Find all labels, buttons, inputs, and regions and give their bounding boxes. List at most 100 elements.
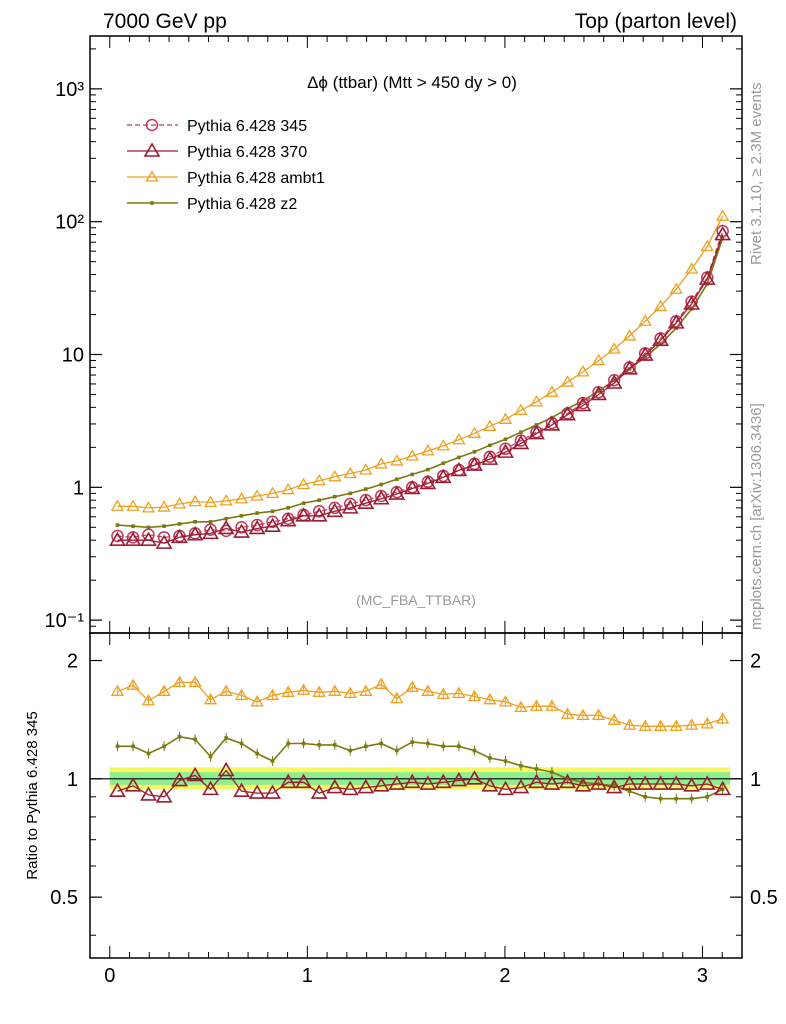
data-point <box>239 741 244 746</box>
data-point <box>208 519 213 524</box>
data-point <box>534 423 539 427</box>
y-tick-label: 10 <box>62 344 84 366</box>
data-point <box>328 684 342 696</box>
data-point <box>204 523 217 536</box>
data-point <box>472 748 477 753</box>
data-point <box>543 775 561 790</box>
data-point <box>341 780 359 796</box>
data-point <box>390 454 404 466</box>
data-point <box>110 684 125 696</box>
series-line-p345 <box>117 230 724 538</box>
data-point <box>233 523 250 538</box>
data-point <box>714 225 732 241</box>
data-point <box>607 342 621 354</box>
data-point <box>235 521 248 534</box>
data-point <box>172 675 187 687</box>
y-tick-label: 10⁻¹ <box>45 610 85 632</box>
header-process: Top (parton level) <box>575 10 737 33</box>
data-point <box>110 499 125 511</box>
legend: Pythia 6.428 345 Pythia 6.428 370 Pythia 6… <box>127 118 325 213</box>
data-point <box>111 529 124 543</box>
data-point <box>270 509 275 514</box>
data-point <box>250 695 264 707</box>
data-point <box>177 522 182 526</box>
data-point <box>317 743 321 747</box>
data-point <box>157 500 171 512</box>
y-tick-label-right: 2 <box>750 651 761 673</box>
data-point <box>514 700 528 713</box>
data-point <box>374 457 388 469</box>
data-point <box>357 494 375 509</box>
data-point <box>357 778 375 794</box>
data-point <box>395 477 399 482</box>
data-point <box>519 430 523 434</box>
data-point <box>658 796 663 801</box>
data-point <box>621 360 638 375</box>
data-point <box>450 771 468 787</box>
data-point <box>576 708 590 721</box>
data-point <box>652 775 669 790</box>
ratio-ylabel: Ratio to Pythia 6.428 345 <box>24 711 41 879</box>
header-collision: 7000 GeV pp <box>103 10 227 33</box>
legend-label: Pythia 6.428 370 <box>187 144 307 161</box>
data-point <box>364 487 368 491</box>
data-point <box>403 773 421 789</box>
data-point <box>472 450 477 454</box>
data-point <box>683 777 701 792</box>
data-point <box>217 761 235 777</box>
y-tick-label-right: 1 <box>750 769 761 791</box>
data-point <box>512 434 530 450</box>
data-point <box>643 795 647 799</box>
data-point <box>483 692 497 705</box>
data-point <box>698 775 716 790</box>
data-point <box>716 224 729 238</box>
plot-title: Δϕ (ttbar) (Mtt > 450 dy > 0) <box>307 73 517 92</box>
data-point <box>234 688 249 701</box>
data-point <box>146 751 151 756</box>
data-point <box>348 491 353 496</box>
data-point <box>233 782 250 798</box>
data-point <box>457 744 461 749</box>
data-point <box>171 771 188 787</box>
data-point <box>224 516 228 521</box>
data-point <box>171 528 188 544</box>
data-point <box>208 754 213 759</box>
data-point <box>638 719 652 731</box>
data-point <box>295 773 312 789</box>
data-point <box>596 389 601 393</box>
data-point <box>379 482 384 487</box>
data-point <box>684 718 699 730</box>
data-point <box>264 517 281 532</box>
data-point <box>255 511 259 515</box>
main-panel: 10⁻¹ 1 10 10² 10³ Δϕ (ttbar) (Mtt > 450 dy > … <box>45 35 743 634</box>
data-point <box>574 396 592 412</box>
data-point <box>188 675 202 687</box>
data-point <box>295 507 312 522</box>
data-point <box>388 485 406 500</box>
rivet-label: Rivet 3.1.10, ≥ 2.3M events <box>748 83 765 266</box>
data-point <box>202 780 219 796</box>
data-point <box>219 494 233 506</box>
data-point <box>667 314 685 329</box>
data-point <box>497 443 514 458</box>
data-point <box>565 777 570 781</box>
data-point <box>457 455 461 460</box>
data-point <box>450 461 468 477</box>
data-point <box>559 773 576 789</box>
data-point <box>683 295 701 310</box>
data-point <box>560 707 575 719</box>
data-point <box>410 740 415 744</box>
data-point <box>636 346 654 361</box>
data-point <box>716 712 730 724</box>
data-point <box>219 684 233 696</box>
data-point <box>488 443 492 448</box>
data-point <box>203 692 218 705</box>
data-point <box>265 486 280 499</box>
data-point <box>379 741 384 746</box>
data-point <box>332 494 337 499</box>
series-line-p370 <box>117 234 724 544</box>
data-point <box>622 329 637 341</box>
data-point <box>395 748 399 753</box>
data-point <box>512 778 530 794</box>
ratio-frame <box>89 632 743 959</box>
